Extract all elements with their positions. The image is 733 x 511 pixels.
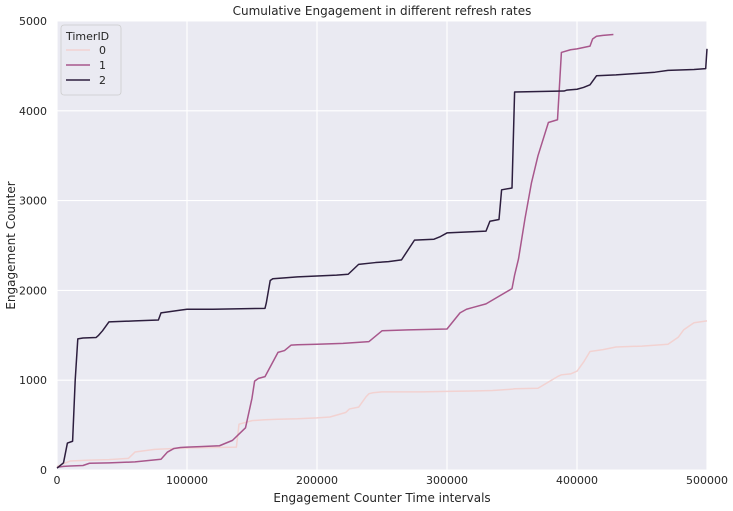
y-tick-label: 5000 [19,15,47,28]
grid-lines [56,20,708,471]
x-tick-label: 400000 [556,474,598,487]
x-axis-label: Engagement Counter Time intervals [273,491,490,505]
x-tick-label: 200000 [296,474,338,487]
x-tick-label: 100000 [166,474,208,487]
tick-labels: 0 100000 200000 300000 400000 500000 0 1000 2000… [19,15,728,487]
y-tick-label: 4000 [19,105,47,118]
series-line-2 [56,48,708,469]
x-tick-label: 500000 [686,474,728,487]
legend-items: 0 1 2 [66,44,106,87]
legend-label-0: 0 [99,44,106,57]
chart-title: Cumulative Engagement in different refre… [233,4,532,18]
plot-area [57,21,707,470]
legend-title: TimerID [65,30,109,43]
legend-label-1: 1 [99,59,106,72]
series-line-1 [56,33,614,469]
y-axis-label: Engagement Counter [4,181,18,309]
legend-box [60,24,122,96]
y-tick-label: 3000 [19,195,47,208]
legend: TimerID 0 1 2 [60,24,122,96]
y-tick-label: 2000 [19,284,47,297]
legend-label-2: 2 [99,74,106,87]
series-lines [56,33,708,469]
x-tick-label: 300000 [426,474,468,487]
y-tick-label: 1000 [19,374,47,387]
y-tick-label: 0 [40,464,47,477]
x-tick-label: 0 [54,474,61,487]
